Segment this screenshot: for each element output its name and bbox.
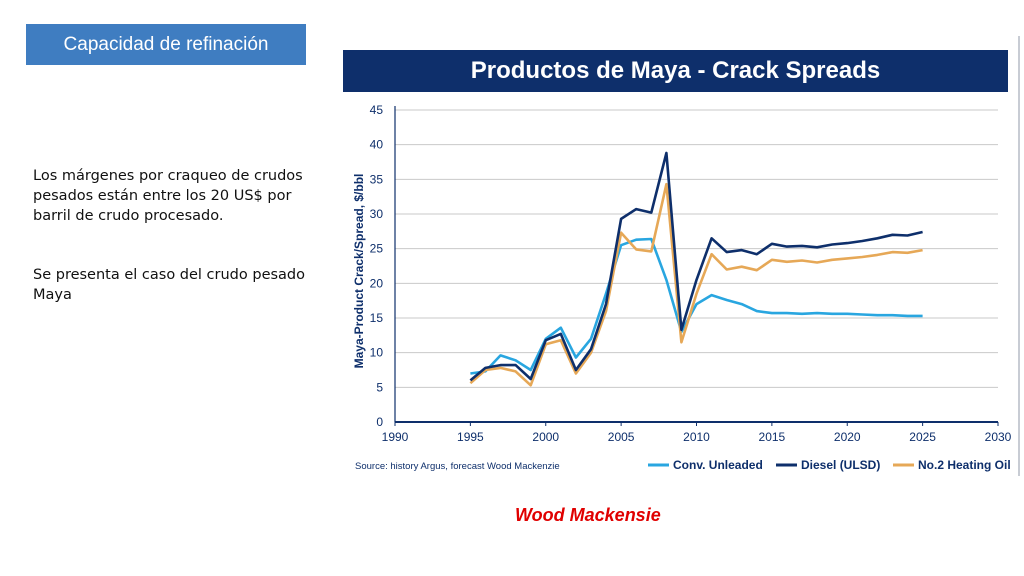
series-line-2: [469, 182, 923, 387]
y-tick-label: 40: [370, 138, 384, 152]
y-tick-label: 30: [370, 207, 384, 221]
series-line-0: [470, 237, 923, 375]
series-line-1: [469, 151, 923, 382]
legend-label: Diesel (ULSD): [801, 458, 880, 472]
x-tick-label: 2000: [532, 430, 559, 444]
paragraph-maya-case: Se presenta el caso del crudo pesado May…: [33, 267, 306, 303]
chart-title: Productos de Maya - Crack Spreads: [343, 50, 1008, 92]
y-tick-label: 20: [370, 276, 384, 290]
x-tick-label: 2005: [608, 430, 635, 444]
legend-label: No.2 Heating Oil: [918, 458, 1011, 472]
x-tick-label: 1995: [457, 430, 484, 444]
source-note: Source: history Argus, forecast Wood Mac…: [355, 461, 560, 472]
credit-label: Wood Mackensie: [515, 505, 661, 525]
y-tick-label: 35: [370, 172, 384, 186]
y-tick-label: 10: [370, 346, 384, 360]
y-tick-label: 0: [376, 415, 383, 429]
x-tick-label: 2010: [683, 430, 710, 444]
y-tick-label: 5: [376, 380, 383, 394]
x-tick-label: 2015: [759, 430, 786, 444]
section-tag: Capacidad de refinación: [26, 24, 306, 65]
paragraph-margins: Los márgenes por craqueo de crudos pesad…: [33, 168, 303, 224]
legend-label: Conv. Unleaded: [673, 458, 763, 472]
y-tick-label: 25: [370, 242, 384, 256]
slide-edge-divider: [1018, 36, 1020, 476]
x-tick-label: 2020: [834, 430, 861, 444]
x-tick-label: 2030: [985, 430, 1012, 444]
x-tick-label: 1990: [382, 430, 409, 444]
y-tick-label: 15: [370, 311, 384, 325]
y-tick-label: 45: [370, 103, 384, 117]
y-axis-label: Maya-Product Crack/Spread, $/bbl: [352, 174, 366, 369]
x-tick-label: 2025: [909, 430, 936, 444]
